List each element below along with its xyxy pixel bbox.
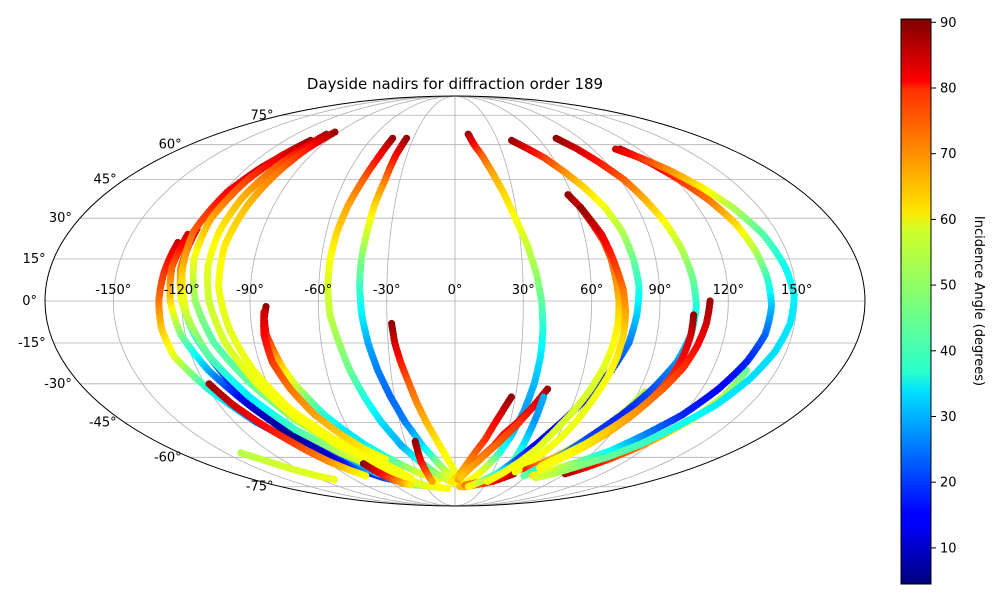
y-tick-label: -60°: [154, 450, 182, 465]
colorbar-tick-label: 30: [940, 410, 957, 425]
x-tick-label: 30°: [512, 283, 535, 298]
y-tick-label: -15°: [18, 336, 46, 351]
y-tick-label: 75°: [250, 108, 273, 123]
data-point: [457, 474, 465, 482]
x-tick-label: -90°: [236, 283, 264, 298]
data-point: [532, 474, 540, 482]
x-tick-label: 60°: [580, 283, 603, 298]
data-point: [382, 455, 390, 463]
x-tick-label: -120°: [164, 283, 200, 298]
colorbar-tick-label: 70: [940, 147, 957, 162]
data-point: [444, 484, 452, 492]
data-point: [538, 462, 546, 470]
data-point: [464, 483, 473, 491]
y-tick-label: 15°: [23, 252, 46, 267]
data-point: [414, 479, 423, 487]
x-tick-label: 90°: [648, 283, 671, 298]
data-point: [362, 472, 370, 480]
colorbar-tick-labels: 10 20 30 40 50 60 70 80 90: [931, 16, 957, 556]
x-tick-label: -150°: [95, 283, 131, 298]
y-tick-label: 30°: [49, 211, 72, 226]
colorbar-tick-label: 10: [940, 541, 957, 556]
y-tick-label: 60°: [159, 138, 182, 153]
longitude-tick-labels: -150° -120° -90° -60° -30° 0° 30° 60° 90° 120° 150…: [95, 283, 812, 298]
x-tick-label: -60°: [304, 283, 332, 298]
colorbar-tick-label: 80: [940, 82, 957, 97]
colorbar: 10 20 30 40 50 60 70 80 90 Incidence Angle (degr…: [900, 16, 986, 585]
data-point: [448, 477, 456, 485]
colorbar-tick-label: 40: [940, 344, 957, 359]
colorbar-gradient: [900, 18, 932, 585]
y-tick-label: 0°: [22, 294, 37, 309]
y-tick-label: -75°: [246, 480, 274, 495]
data-point: [520, 472, 528, 480]
x-tick-label: 150°: [781, 283, 812, 298]
data-point: [483, 477, 491, 485]
y-tick-label: 45°: [94, 173, 117, 188]
colorbar-tick-label: 50: [940, 279, 957, 294]
data-point: [428, 477, 436, 485]
data-point: [407, 481, 415, 489]
colorbar-label: Incidence Angle (degrees): [971, 216, 986, 386]
data-point: [511, 468, 519, 476]
x-tick-label: 0°: [448, 283, 463, 298]
data-point: [407, 474, 415, 482]
colorbar-tick-label: 90: [940, 16, 957, 31]
y-tick-label: -30°: [44, 377, 72, 392]
x-tick-label: 120°: [713, 283, 744, 298]
data-points: [155, 128, 798, 492]
colorbar-tick-label: 20: [940, 476, 957, 491]
data-point: [330, 476, 338, 484]
colorbar-tick-label: 60: [940, 213, 957, 228]
y-tick-label: -45°: [89, 415, 117, 430]
x-tick-label: -30°: [373, 283, 401, 298]
chart-title: Dayside nadirs for diffraction order 189: [307, 75, 603, 93]
